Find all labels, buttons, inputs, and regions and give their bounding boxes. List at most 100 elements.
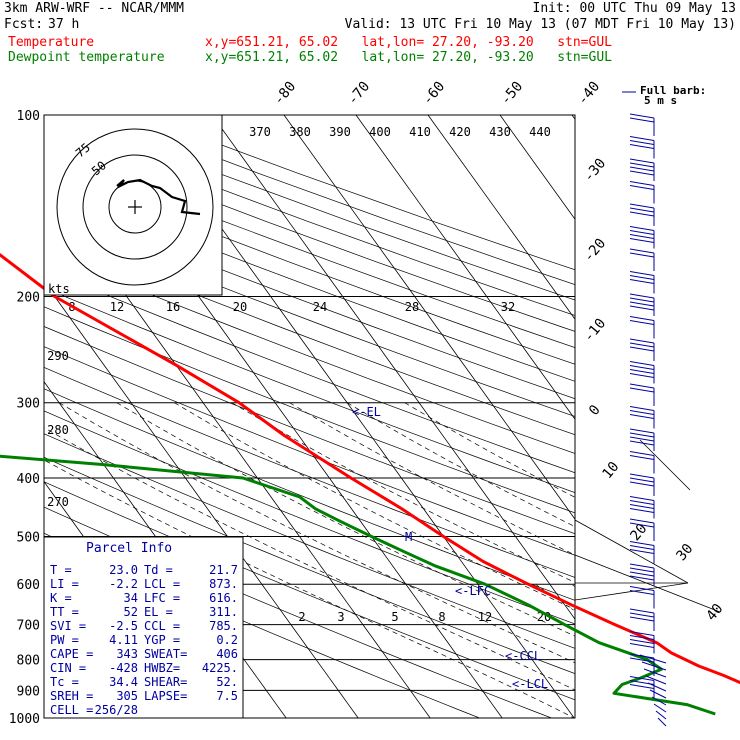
mixing-ratio-label-low: 8 [438, 610, 445, 624]
wind-barb-feather [629, 361, 655, 366]
wind-barb [629, 451, 655, 474]
mixing-ratio-label-low: 12 [478, 610, 492, 624]
dry-adiabat [44, 366, 575, 578]
wind-barb-feather [629, 387, 655, 393]
valid-time: Valid: 13 UTC Fri 10 May 13 (07 MDT Fri … [344, 17, 736, 32]
wind-key-label: Full barb: [640, 84, 706, 97]
theta-e-label: 410 [409, 125, 431, 139]
lcl-marker: <-LCL [512, 677, 548, 691]
parcel-key: CAPE = [50, 647, 93, 661]
dewpoint-location: x,y=651.21, 65.02 lat,lon= 27.20, -93.20… [205, 50, 612, 65]
init-time: Init: 00 UTC Thu 09 May 13 [532, 1, 737, 16]
wind-barb-feather [629, 203, 655, 209]
wind-barb-feather [629, 185, 655, 190]
wind-barb [629, 181, 655, 204]
wind-barb-low [653, 703, 667, 713]
parcel-title: Parcel Info [86, 541, 172, 556]
parcel-key: Td = [144, 563, 173, 577]
theta-e-label: 430 [489, 125, 511, 139]
el-marker: <-EL [352, 405, 381, 419]
wind-barb [629, 563, 655, 586]
wind-barbs: Full barb:5 m s [622, 84, 706, 727]
wind-barb-feather [629, 170, 655, 176]
wind-barb-feather [629, 383, 655, 389]
isotherm-line [44, 180, 431, 718]
parcel-value: -2.5 [109, 619, 138, 633]
isotherm-extension [574, 554, 721, 613]
wind-barb [629, 158, 655, 181]
wind-barb-feather [629, 166, 655, 172]
isotherm-line [427, 115, 575, 320]
parcel-key: SHEAR= [144, 675, 187, 689]
wind-barb [629, 383, 655, 406]
isotherm-label: 0 [586, 402, 604, 419]
isotherm-line [716, 115, 740, 718]
parcel-key: LCL = [144, 577, 180, 591]
wind-barb-feather [629, 643, 655, 648]
theta-e-label: 390 [329, 125, 351, 139]
wind-barb-feather [629, 500, 655, 505]
theta-label-left: 290 [47, 349, 69, 363]
wind-barb [629, 226, 655, 249]
dry-adiabat [44, 346, 575, 556]
right-isotherm-extensions [574, 439, 721, 613]
wind-barb [629, 428, 655, 451]
wind-barb [629, 496, 655, 519]
isotherm-line [67, 115, 503, 718]
pressure-label: 200 [17, 291, 40, 306]
wind-barb-low [649, 689, 667, 699]
isotherm-label: -30 [581, 156, 610, 186]
dry-adiabat [44, 215, 575, 417]
mixing-ratio-label: 12 [110, 300, 124, 314]
moist-adiabat [404, 402, 575, 498]
parcel-value: 7.5 [216, 689, 238, 703]
parcel-key: YGP = [144, 633, 180, 647]
theta-e-label: 420 [449, 125, 471, 139]
parcel-value: 52. [216, 675, 238, 689]
wind-barb-feather [629, 635, 655, 640]
forecast-hour: 37 h [48, 17, 80, 32]
hodograph-units: kts [48, 282, 70, 296]
parcel-key: PW = [50, 633, 79, 647]
wind-barb-feather [629, 305, 655, 311]
isotherm-label: 40 [703, 601, 726, 624]
wind-barb-feather [629, 238, 655, 243]
wind-barb-feather [629, 320, 655, 325]
pressure-label: 900 [17, 684, 40, 699]
dry-adiabat [44, 250, 575, 454]
dry-adiabat [44, 433, 575, 649]
wind-barb-feather [629, 451, 655, 456]
wind-barb [629, 338, 655, 361]
wind-barb [629, 473, 655, 496]
wind-barb [629, 203, 655, 226]
parcel-value: 0.2 [216, 633, 238, 647]
wind-barb-feather [629, 477, 655, 483]
moist-adiabat [346, 402, 575, 528]
wind-key-units: 5 m s [644, 94, 677, 107]
parcel-box [43, 536, 244, 719]
isotherm-line [283, 115, 575, 520]
parcel-value: 4225. [202, 661, 238, 675]
wind-barb-feather [629, 252, 655, 258]
parcel-key: CELL = [50, 703, 93, 717]
mixing-ratio-line [535, 583, 575, 612]
wind-barb-feather [629, 496, 655, 501]
dewpoint-profile [0, 454, 716, 716]
wind-barb-feather [629, 455, 655, 460]
wind-barb-feather [629, 342, 655, 348]
wind-barb-feather [629, 571, 655, 577]
mixing-ratio-label: 28 [405, 300, 419, 314]
moist-adiabat [289, 402, 575, 556]
moist-adiabat [174, 402, 575, 610]
theta-e-label: 370 [249, 125, 271, 139]
wind-barb-feather [629, 207, 655, 213]
parcel-value: 34 [124, 591, 138, 605]
wind-barb-feather [629, 612, 655, 618]
lfc-marker: <-LFC [455, 584, 491, 598]
dry-adiabat [44, 410, 575, 625]
parcel-value: -428 [109, 661, 138, 675]
mixing-ratio-line [665, 584, 740, 718]
wind-barb-feather [629, 684, 655, 689]
